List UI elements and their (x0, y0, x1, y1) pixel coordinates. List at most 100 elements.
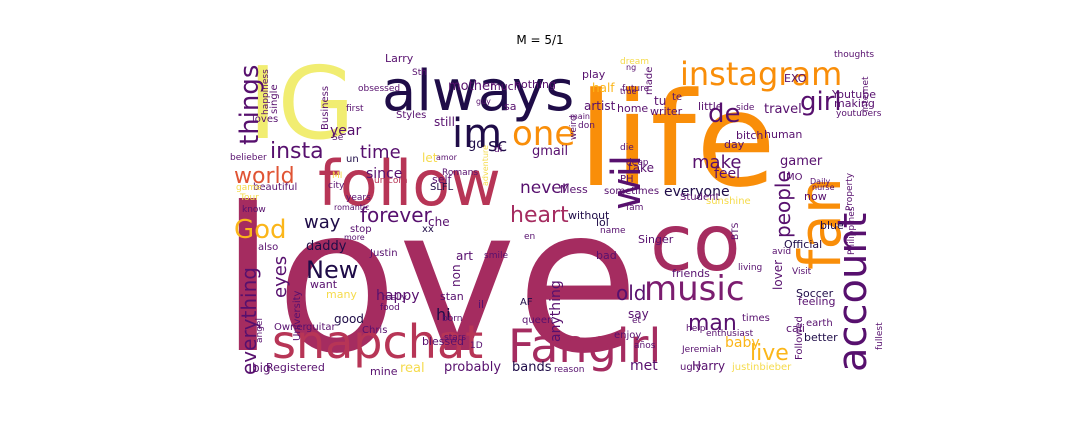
word-lover: lover (771, 260, 785, 290)
word-chris: Chris (362, 325, 387, 336)
word-bad: bad (596, 249, 617, 262)
word-mo: MO (786, 172, 803, 183)
word-much: much (490, 80, 521, 93)
word-amor: amor (436, 153, 458, 162)
word-dream: dream (620, 57, 649, 67)
word-making: making (834, 97, 875, 110)
word-et: et (632, 316, 642, 326)
word-1d: 1D (470, 341, 483, 351)
word-justinbieber: justinbieber (731, 362, 792, 373)
word-single: single (269, 84, 280, 114)
word-che: che (428, 215, 450, 229)
word-un: un (346, 154, 359, 165)
word-also: also (258, 242, 278, 253)
word-exo: EXO (784, 72, 807, 85)
word-jeremiah: Jeremiah (681, 345, 722, 355)
word-feel: feel (714, 166, 740, 182)
word-nurse: nurse (812, 183, 835, 192)
word-real: real (400, 361, 425, 376)
word-tour: Tour (239, 193, 259, 203)
word-writer: writer (650, 105, 683, 118)
word-play: play (582, 68, 606, 81)
word-loves: loves (252, 114, 278, 125)
word-know: know (242, 205, 266, 215)
word-since: since (366, 166, 402, 182)
word-now: now (804, 190, 827, 203)
word-still: still (434, 115, 455, 129)
word-co: co (650, 199, 741, 289)
word-obsessed: obsessed (358, 84, 400, 94)
word-student: Student (680, 192, 719, 203)
word-insta: insta (270, 139, 324, 164)
word-live: live (750, 341, 789, 366)
word-say: say (628, 307, 649, 321)
word-mess: Mess (560, 183, 588, 196)
word-love: love (220, 165, 639, 398)
word-queen: queen (522, 315, 553, 326)
word-weird: weird (569, 115, 579, 140)
word-angel: angel (255, 318, 265, 343)
word-probably: probably (444, 360, 501, 375)
word-help: help (686, 324, 706, 334)
word-die: die (620, 143, 634, 153)
word-make: make (692, 152, 741, 173)
word-met: met (630, 358, 658, 374)
word-de: de (708, 99, 741, 129)
word-side: side (736, 103, 755, 113)
word-soccer: Soccer (796, 287, 834, 300)
word-heart: heart (510, 203, 569, 228)
word-stars: stars (444, 333, 466, 343)
word-take: take (628, 161, 654, 175)
word-everyone: everyone (664, 184, 730, 200)
word-philippines: Philippines (847, 206, 857, 255)
word-en: en (524, 232, 535, 242)
word-enthusiast: enthusiast (706, 329, 754, 339)
word-account: account (830, 213, 876, 372)
word-everything: everything (237, 267, 261, 375)
word-self: self (432, 173, 453, 186)
word-travel: travel (764, 102, 802, 117)
word-anything: anything (548, 280, 564, 342)
word-stop: stop (350, 224, 372, 235)
word-mother: mother (448, 79, 496, 94)
word-owner: Owner (274, 322, 308, 333)
word-born: born (442, 314, 462, 324)
word-big: big (252, 361, 271, 375)
word-girl: girl (800, 87, 842, 117)
word-without: without (568, 209, 610, 222)
word-followed: Followed (794, 316, 805, 360)
word-stan: stan (440, 290, 464, 303)
word-one: one (512, 114, 575, 154)
word-singer: Singer (638, 233, 674, 246)
word-man: man (688, 311, 737, 336)
word-sunshine: sunshine (706, 196, 751, 207)
word-more: more (344, 233, 365, 242)
word-sa: sa (504, 100, 516, 113)
word-youtube: Youtube (831, 88, 876, 101)
word-never: never (520, 178, 569, 198)
word-feeling: feeling (798, 295, 835, 308)
word-bts: BTS (731, 222, 741, 240)
word-gmail: gmail (532, 144, 568, 159)
word-ugly: ugly (680, 362, 701, 373)
word-life: life (578, 64, 776, 216)
word-styles: Styles (396, 110, 426, 121)
word-xx: xx (422, 224, 434, 235)
word-artist: artist (584, 99, 616, 113)
word-ig: IG (248, 45, 355, 162)
word-property: Property (845, 172, 855, 211)
word-romantic: romantic (334, 203, 370, 212)
word-times: times (742, 313, 770, 324)
word-te: te (672, 92, 682, 103)
word-go: go (468, 137, 484, 152)
figure-title: M = 5/1 (516, 33, 564, 47)
word-visit: Visit (792, 267, 812, 277)
word-home: home (617, 102, 648, 115)
word-good: good (334, 312, 364, 326)
word-old: old (616, 281, 647, 305)
word-better: better (804, 331, 838, 344)
word-fangirl: Fangirl (508, 319, 661, 373)
word-registered: Registered (266, 361, 325, 374)
word-justin: Justin (369, 248, 398, 259)
word-youtubers: youtubers (836, 109, 882, 119)
